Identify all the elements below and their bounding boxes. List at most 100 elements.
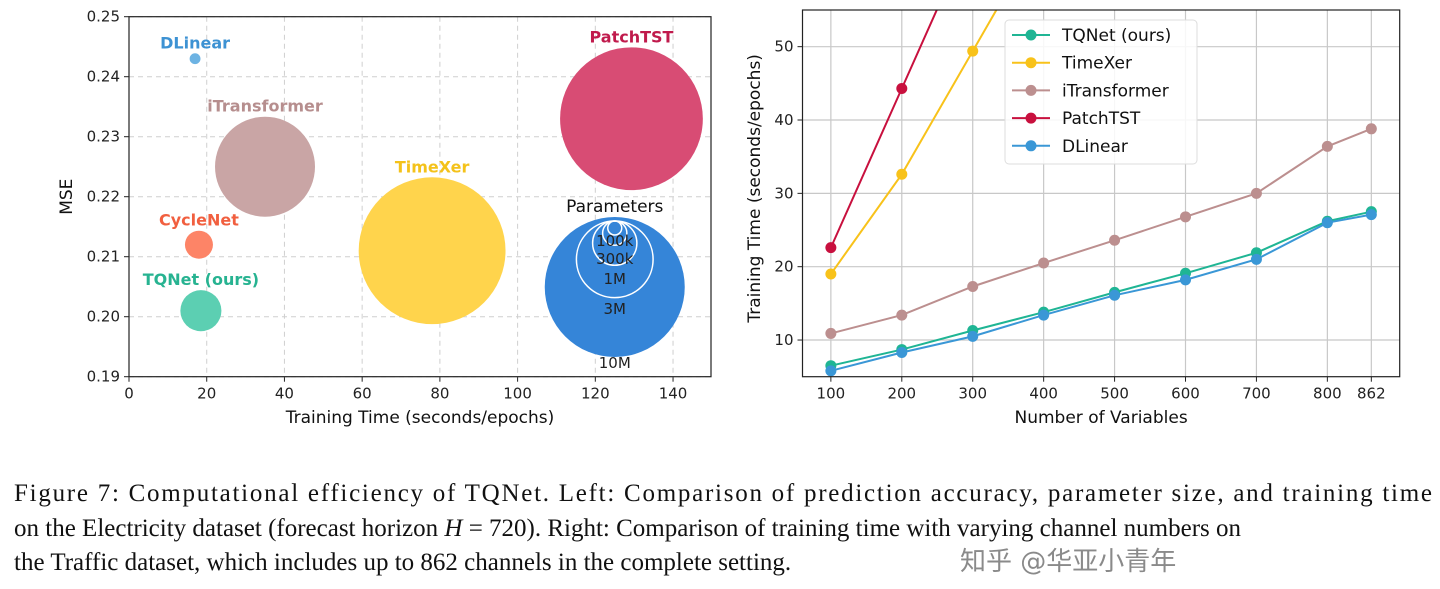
data-point-dlinear <box>1038 309 1050 321</box>
bubble-label: CycleNet <box>159 211 239 230</box>
x-tick-label: 400 <box>1029 385 1058 403</box>
y-tick-label: 40 <box>774 111 793 129</box>
x-tick-label: 100 <box>503 385 532 403</box>
legend-label: PatchTST <box>1062 109 1141 129</box>
legend: TQNet (ours) TimeXer iTransformer PatchTST D… <box>1004 19 1198 165</box>
y-tick-label: 0.25 <box>87 8 120 26</box>
data-point-dlinear <box>967 330 979 342</box>
data-point-dlinear <box>896 346 908 358</box>
y-tick-label: 0.22 <box>87 188 120 206</box>
legend-label: DLinear <box>1062 137 1128 157</box>
y-tick-label: 50 <box>774 38 793 56</box>
bubble-cyclenet <box>184 230 213 259</box>
x-tick-label: 300 <box>958 385 987 403</box>
x-tick-label: 120 <box>581 385 610 403</box>
data-point-itransformer <box>1250 187 1262 199</box>
bubble-label: TQNet (ours) <box>143 270 259 289</box>
x-tick-label: 862 <box>1357 385 1386 403</box>
legend-label: TQNet (ours) <box>1061 26 1171 46</box>
data-point-itransformer <box>1365 123 1377 135</box>
plot-frame <box>801 9 1401 378</box>
data-point-itransformer <box>825 327 837 339</box>
data-point-dlinear <box>825 365 837 377</box>
data-point-itransformer <box>896 309 908 321</box>
data-point-itransformer <box>1180 211 1192 223</box>
legend-label: iTransformer <box>1062 81 1169 101</box>
size-legend-label: 3M <box>604 300 627 318</box>
data-point-dlinear <box>1321 217 1333 229</box>
data-point-patchtst <box>896 82 908 94</box>
size-legend-circle-filled <box>544 217 685 357</box>
size-legend-label: 10M <box>599 354 631 372</box>
bubble-label: DLinear <box>160 33 230 52</box>
data-point-dlinear <box>1180 274 1192 286</box>
bubble-patchtst <box>560 47 703 191</box>
x-tick-label: 800 <box>1313 385 1342 403</box>
data-point-timexer <box>967 45 979 57</box>
size-legend-label: 1M <box>604 270 627 288</box>
y-tick-label: 0.19 <box>87 368 120 386</box>
legend-marker <box>1025 57 1037 69</box>
legend-label: TimeXer <box>1061 54 1132 74</box>
watermark: 知乎 @华亚小青年 <box>960 547 1176 577</box>
size-legend-label: 100k <box>596 232 634 250</box>
data-point-itransformer <box>1038 257 1050 269</box>
data-point-itransformer <box>967 280 979 292</box>
series-line-tqnet-ours <box>830 210 1372 367</box>
data-point-itransformer <box>1109 234 1121 246</box>
y-tick-label: 0.21 <box>87 248 120 266</box>
x-tick-label: 140 <box>659 385 688 403</box>
size-legend-title: Parameters <box>566 197 663 217</box>
plot-area <box>825 10 1377 377</box>
y-tick-label: 0.23 <box>87 128 120 146</box>
x-tick-label: 80 <box>430 385 449 403</box>
x-tick-label: 60 <box>353 385 372 403</box>
y-tick-label: 0.20 <box>87 308 120 326</box>
line-chart: 100 200 300 400 500 600 700 800 862 10 20 30 40 50 TQN… <box>745 9 1401 428</box>
x-tick-label: 100 <box>817 385 846 403</box>
bubble-chart: 0 20 40 60 80 100 120 140 0.19 0.20 0.21 0.22 0.23 0.… <box>57 8 712 428</box>
bubble-label: PatchTST <box>589 27 673 46</box>
data-point-itransformer <box>1321 140 1333 152</box>
x-tick-label: 500 <box>1100 385 1129 403</box>
bubble-label: TimeXer <box>395 157 470 176</box>
data-point-timexer <box>825 268 837 280</box>
y-axis-label: Training Time (seconds/epochs) <box>745 54 765 324</box>
y-tick-label: 30 <box>774 184 793 202</box>
caption-math-var: H <box>443 515 464 542</box>
x-tick-label: 20 <box>197 385 216 403</box>
x-axis-label: Number of Variables <box>1015 408 1188 428</box>
data-point-dlinear <box>1365 209 1377 221</box>
x-tick-label: 600 <box>1171 385 1200 403</box>
bubble-label: iTransformer <box>207 97 323 116</box>
y-tick-label: 10 <box>774 331 793 349</box>
x-axis-label: Training Time (seconds/epochs) <box>285 408 555 428</box>
data-point-timexer <box>896 168 908 180</box>
legend-marker <box>1025 29 1037 41</box>
data-point-dlinear <box>1250 253 1262 265</box>
caption-line-2a: on the Electricity dataset (forecast hor… <box>14 515 444 542</box>
y-tick-label: 0.24 <box>87 68 120 86</box>
legend-marker <box>1025 84 1037 96</box>
x-tick-label: 200 <box>887 385 916 403</box>
x-tick-label: 40 <box>275 385 294 403</box>
caption-line-2b: = 720). Right: Comparison of training ti… <box>462 515 1241 542</box>
data-point-dlinear <box>1109 289 1121 301</box>
bubble-timexer <box>358 177 506 325</box>
legend-marker <box>1025 112 1037 124</box>
legend-marker <box>1025 140 1037 152</box>
data-point-patchtst <box>825 242 837 254</box>
bubble-itransformer <box>215 116 315 217</box>
caption-line-3: the Traffic dataset, which includes up t… <box>14 549 791 576</box>
plot-frame <box>128 16 712 378</box>
y-tick-label: 20 <box>774 258 793 276</box>
bubble-dlinear <box>189 53 201 65</box>
x-tick-label: 700 <box>1242 385 1271 403</box>
series-line-timexer <box>830 10 998 275</box>
x-tick-label: 0 <box>124 385 134 403</box>
size-legend-circle <box>607 220 623 236</box>
legend-box <box>1004 19 1198 165</box>
bubble-tqnet-ours- <box>180 290 222 332</box>
size-legend-label: 300k <box>596 250 634 268</box>
